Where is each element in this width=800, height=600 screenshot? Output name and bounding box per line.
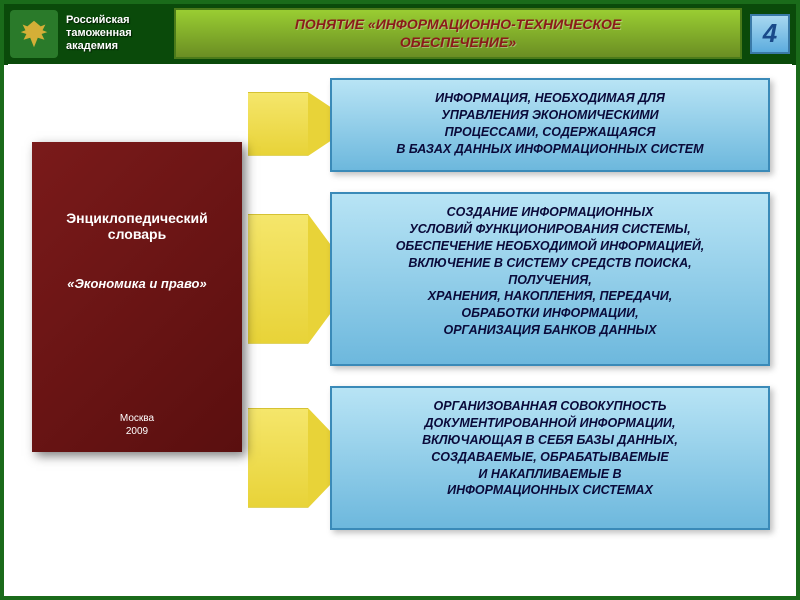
- panel-line: УСЛОВИЙ ФУНКЦИОНИРОВАНИЯ СИСТЕМЫ,: [342, 221, 758, 238]
- slide-title: ПОНЯТИЕ «ИНФОРМАЦИОННО-ТЕХНИЧЕСКОЕ ОБЕСП…: [174, 8, 742, 59]
- book-year: 2009: [120, 425, 154, 438]
- org-line: таможенная: [66, 27, 166, 40]
- book-subtitle: «Экономика и право»: [67, 276, 206, 291]
- panel-line: ИНФОРМАЦИЯ, НЕОБХОДИМАЯ ДЛЯ: [342, 90, 758, 107]
- panel-line: ОБЕСПЕЧЕНИЕ НЕОБХОДИМОЙ ИНФОРМАЦИЕЙ,: [342, 238, 758, 255]
- panel-line: В БАЗАХ ДАННЫХ ИНФОРМАЦИОННЫХ СИСТЕМ: [342, 141, 758, 158]
- panel-line: И НАКАПЛИВАЕМЫЕ В: [342, 466, 758, 483]
- definition-panel: ОРГАНИЗОВАННАЯ СОВОКУПНОСТЬДОКУМЕНТИРОВА…: [330, 386, 770, 530]
- panel-line: УПРАВЛЕНИЯ ЭКОНОМИЧЕСКИМИ: [342, 107, 758, 124]
- panel-line: СОЗДАНИЕ ИНФОРМАЦИОННЫХ: [342, 204, 758, 221]
- panel-line: ОРГАНИЗАЦИЯ БАНКОВ ДАННЫХ: [342, 322, 758, 339]
- definition-panel: СОЗДАНИЕ ИНФОРМАЦИОННЫХУСЛОВИЙ ФУНКЦИОНИ…: [330, 192, 770, 366]
- panel-line: ИНФОРМАЦИОННЫХ СИСТЕМАХ: [342, 482, 758, 499]
- slide-frame: Российская таможенная академия ПОНЯТИЕ «…: [0, 0, 800, 600]
- page-number-badge: 4: [750, 14, 790, 54]
- panel-line: ВКЛЮЧЕНИЕ В СИСТЕМУ СРЕДСТВ ПОИСКА,: [342, 255, 758, 272]
- emblem-icon: [10, 10, 58, 58]
- panel-line: ОБРАБОТКИ ИНФОРМАЦИИ,: [342, 305, 758, 322]
- eagle-icon: [15, 15, 53, 53]
- panel-line: ВКЛЮЧАЮЩАЯ В СЕБЯ БАЗЫ ДАННЫХ,: [342, 432, 758, 449]
- book-city: Москва: [120, 412, 154, 425]
- panel-line: ДОКУМЕНТИРОВАННОЙ ИНФОРМАЦИИ,: [342, 415, 758, 432]
- panel-line: ПОЛУЧЕНИЯ,: [342, 272, 758, 289]
- org-name: Российская таможенная академия: [66, 14, 166, 54]
- title-line: ОБЕСПЕЧЕНИЕ»: [186, 34, 730, 52]
- book-title: Энциклопедический словарь: [44, 210, 230, 242]
- org-line: академия: [66, 40, 166, 53]
- panel-line: СОЗДАВАЕМЫЕ, ОБРАБАТЫВАЕМЫЕ: [342, 449, 758, 466]
- content-area: Энциклопедический словарь «Экономика и п…: [8, 64, 792, 592]
- definition-panel: ИНФОРМАЦИЯ, НЕОБХОДИМАЯ ДЛЯУПРАВЛЕНИЯ ЭК…: [330, 78, 770, 172]
- topbar: Российская таможенная академия ПОНЯТИЕ «…: [4, 4, 796, 65]
- panel-line: ХРАНЕНИЯ, НАКОПЛЕНИЯ, ПЕРЕДАЧИ,: [342, 288, 758, 305]
- panel-line: ПРОЦЕССАМИ, СОДЕРЖАЩАЯСЯ: [342, 124, 758, 141]
- book-cover: Энциклопедический словарь «Экономика и п…: [32, 142, 242, 452]
- page-number: 4: [763, 18, 777, 49]
- book-footer: Москва 2009: [120, 412, 154, 438]
- title-line: ПОНЯТИЕ «ИНФОРМАЦИОННО-ТЕХНИЧЕСКОЕ: [186, 16, 730, 34]
- panel-line: ОРГАНИЗОВАННАЯ СОВОКУПНОСТЬ: [342, 398, 758, 415]
- org-line: Российская: [66, 14, 166, 27]
